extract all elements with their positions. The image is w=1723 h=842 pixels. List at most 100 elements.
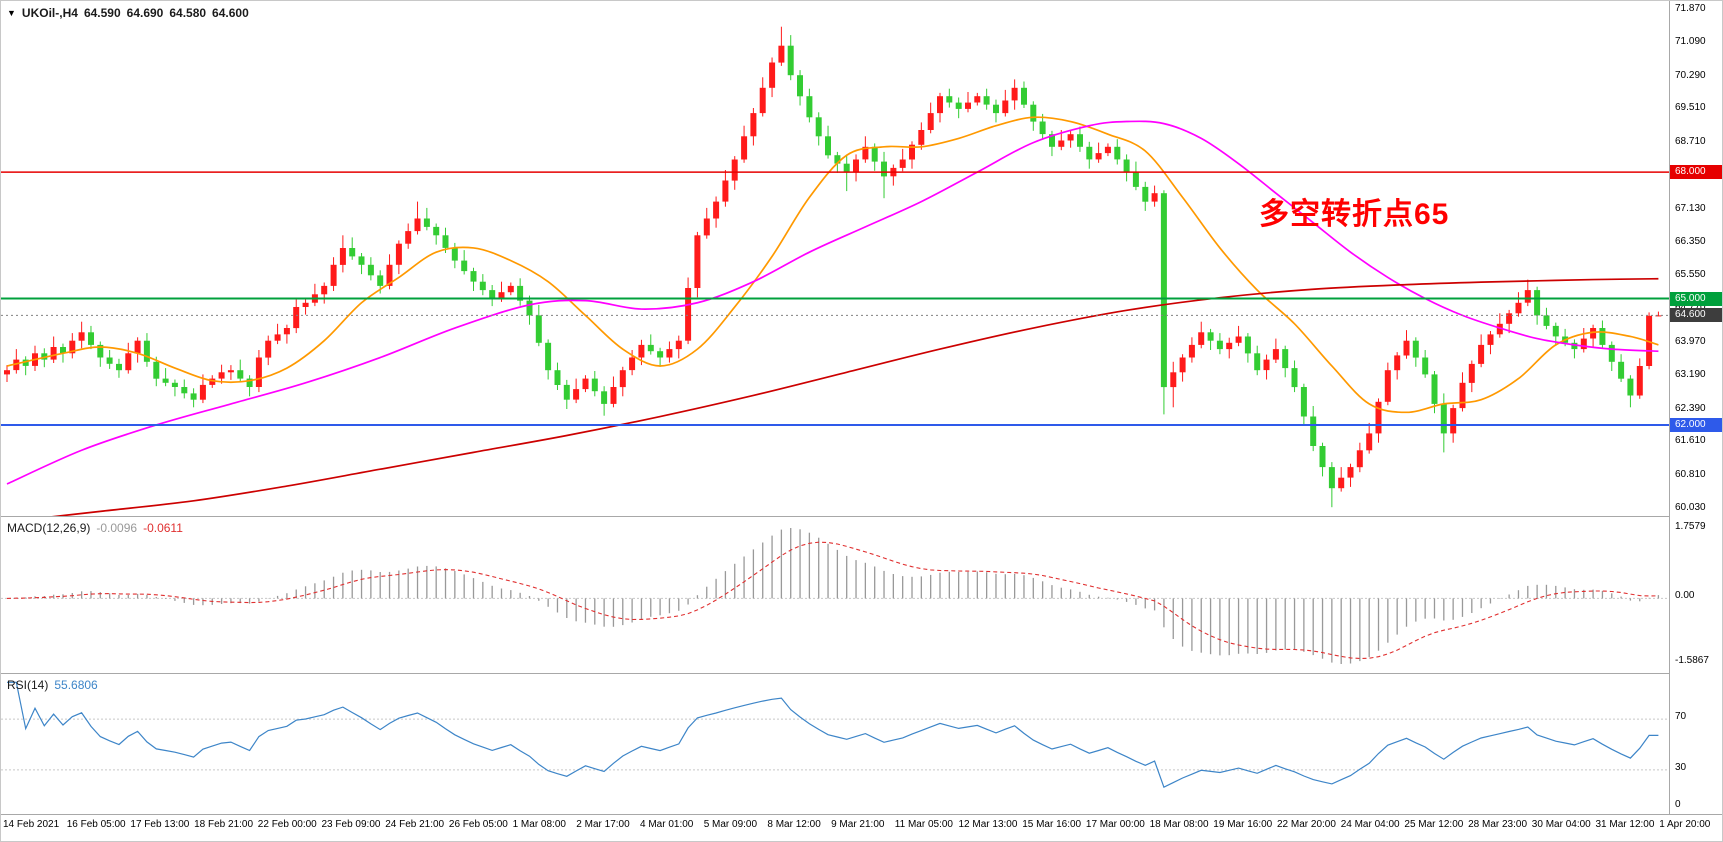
candle-body [1636, 366, 1643, 396]
symbol-dropdown-icon[interactable]: ▼ [7, 8, 16, 18]
price-axis[interactable]: 71.87071.09070.29069.51068.71067.93067.1… [1669, 1, 1722, 814]
candle-body [1328, 467, 1335, 489]
candle-body [797, 75, 803, 97]
candle-body [227, 370, 234, 373]
current-price-badge: 64.600 [1670, 308, 1722, 322]
candle-body [1431, 374, 1438, 404]
candle-body [545, 342, 552, 371]
candle-body [554, 370, 561, 385]
candle-body [1151, 193, 1158, 202]
candle-body [293, 307, 300, 329]
candle-body [1552, 325, 1559, 337]
price-tick: 60.030 [1675, 502, 1706, 513]
candle-body [1104, 146, 1111, 154]
time-label: 25 Mar 12:00 [1404, 819, 1464, 830]
time-label: 8 Mar 12:00 [767, 819, 821, 830]
candle-body [88, 332, 94, 345]
candle-body [1002, 100, 1009, 114]
candle-body [218, 372, 225, 379]
candle-body [153, 361, 160, 379]
candle-body [321, 285, 328, 295]
macd-plot[interactable] [1, 518, 1669, 674]
candle-body [1179, 357, 1186, 373]
candle-body [97, 344, 104, 358]
candle-body [1384, 370, 1391, 402]
chart-title: ▼ UKOil-,H4 64.590 64.690 64.580 64.600 [7, 6, 249, 20]
candle-body [1030, 104, 1037, 122]
price-tick: 62.390 [1675, 403, 1706, 414]
rsi-label: RSI(14) 55.6806 [7, 678, 98, 692]
candle-body [255, 357, 262, 387]
candle-body [647, 344, 654, 352]
candle-body [1077, 134, 1083, 147]
candle-body [237, 370, 244, 379]
hline-badge-65.000: 65.000 [1670, 292, 1722, 306]
candle-body [1608, 344, 1615, 362]
main-chart-panel[interactable]: ▼ UKOil-,H4 64.590 64.690 64.580 64.600 … [1, 1, 1669, 516]
time-label: 18 Mar 08:00 [1149, 819, 1209, 830]
price-tick: 63.970 [1675, 336, 1706, 347]
candle-body [134, 340, 141, 354]
price-tick: 63.190 [1675, 369, 1706, 380]
macd-panel[interactable]: MACD(12,26,9) -0.0096 -0.0611 [1, 516, 1669, 673]
candle-body [1580, 338, 1587, 350]
rsi-axis-0: 0 [1675, 799, 1681, 810]
candle-body [1478, 344, 1485, 364]
rsi-plot[interactable] [1, 675, 1669, 815]
candle-body [433, 226, 440, 236]
candle-body [1095, 153, 1102, 160]
time-label: 11 Mar 05:00 [894, 819, 953, 830]
price-tick: 69.510 [1675, 102, 1706, 113]
price-tick: 65.550 [1675, 269, 1706, 280]
candle-body [657, 351, 664, 358]
price-tick: 71.090 [1675, 36, 1706, 47]
candle-body [1160, 193, 1167, 388]
candle-body [4, 370, 10, 375]
candle-body [1440, 403, 1447, 434]
candle-body [722, 180, 729, 202]
candle-body [629, 357, 636, 371]
candle-body [535, 315, 542, 343]
candle-body [1338, 477, 1345, 489]
ohlc-low: 64.580 [169, 6, 207, 20]
main-chart-plot[interactable] [1, 1, 1669, 516]
candle-body [1272, 349, 1279, 360]
candle-body [69, 340, 76, 354]
macd-main-value: -0.0096 [96, 521, 138, 535]
macd-signal-value: -0.0611 [143, 521, 183, 535]
time-label: 23 Feb 09:00 [321, 819, 381, 830]
ma-mid-magenta [6, 120, 1659, 485]
time-label: 22 Feb 00:00 [257, 819, 317, 830]
price-tick: 70.290 [1675, 70, 1706, 81]
candles-layer [4, 26, 1662, 508]
time-label: 4 Mar 01:00 [640, 819, 694, 830]
ohlc-close: 64.600 [212, 6, 249, 20]
macd-axis-zero: 0.00 [1675, 590, 1695, 601]
rsi-panel[interactable]: RSI(14) 55.6806 [1, 673, 1669, 814]
time-axis[interactable]: 14 Feb 2021 16 Feb 05:00 17 Feb 13:00 18 Fe… [1, 814, 1722, 841]
candle-body [946, 96, 953, 103]
candle-body [1170, 372, 1177, 388]
macd-name: MACD(12,26,9) [7, 521, 91, 535]
candle-body [489, 290, 496, 299]
price-tick: 68.710 [1675, 136, 1706, 147]
candle-body [955, 102, 962, 109]
candle-body [22, 359, 29, 366]
candle-body [731, 159, 738, 181]
candle-body [694, 235, 701, 288]
candle-body [1422, 357, 1429, 375]
candle-body [1487, 334, 1494, 345]
candle-body [675, 340, 682, 350]
candle-body [1058, 140, 1065, 147]
candle-body [190, 393, 197, 400]
candle-body [1067, 134, 1074, 141]
candle-body [1011, 87, 1018, 101]
candle-body [815, 117, 822, 137]
time-label: 9 Mar 21:00 [831, 819, 885, 830]
candle-body [778, 45, 785, 63]
candle-body [274, 334, 281, 341]
candle-body [442, 235, 449, 248]
candle-body [1300, 387, 1307, 417]
candle-body [1049, 134, 1055, 147]
